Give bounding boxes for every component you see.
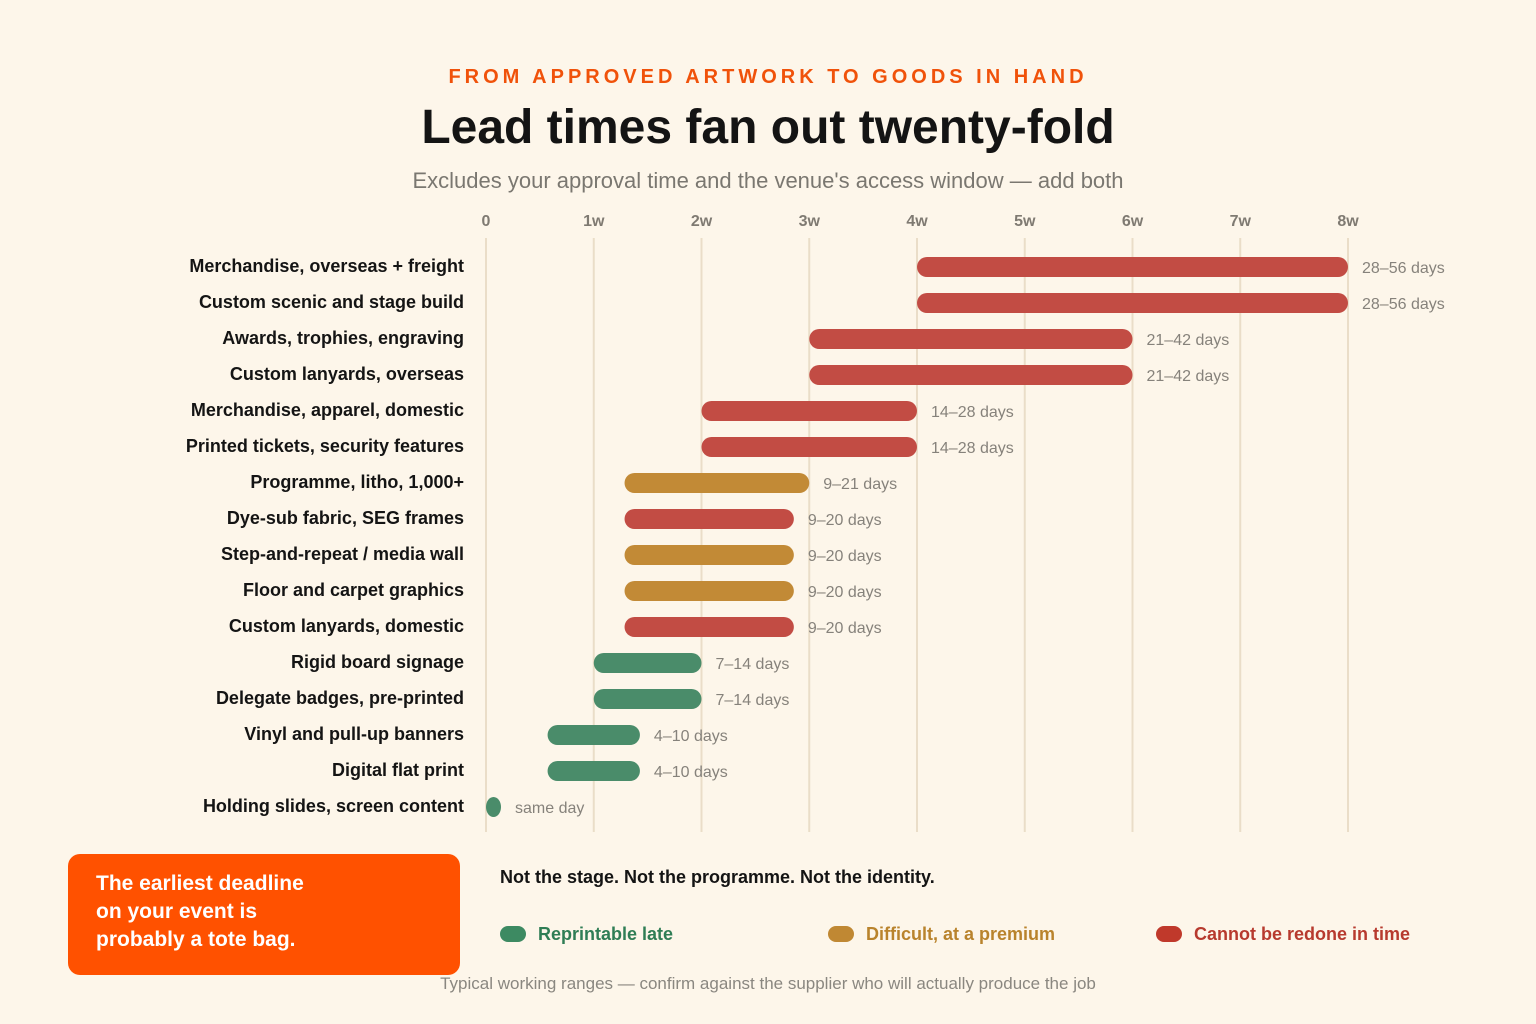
bar <box>486 797 501 817</box>
footnote: Typical working ranges — confirm against… <box>440 974 1096 993</box>
x-tick-label: 0 <box>482 213 491 230</box>
bar-category-label: Digital flat print <box>332 760 464 780</box>
bar <box>809 365 1133 385</box>
bar-category-label: Printed tickets, security features <box>186 436 464 456</box>
chart-kicker: FROM APPROVED ARTWORK TO GOODS IN HAND <box>448 66 1088 88</box>
callout-line-3: probably a tote bag. <box>96 928 296 951</box>
tagline: Not the stage. Not the programme. Not th… <box>500 867 935 887</box>
bar-category-label: Custom lanyards, overseas <box>230 364 464 384</box>
bar-value-label: 4–10 days <box>654 764 728 781</box>
callout-box: The earliest deadline on your event is p… <box>68 854 460 975</box>
bar <box>547 761 640 781</box>
x-tick-label: 4w <box>906 213 928 230</box>
lead-time-chart: 0 1w 2w 3w 4w 5w 6w 7w 8w Merchandise, overseas +… <box>186 213 1445 832</box>
bar <box>624 545 794 565</box>
bar-value-label: 21–42 days <box>1147 332 1230 349</box>
bar-value-label: 9–20 days <box>808 548 882 565</box>
bar <box>701 401 917 421</box>
x-tick-label: 2w <box>691 213 713 230</box>
x-tick-label: 8w <box>1337 213 1359 230</box>
legend-swatch-premium <box>828 926 854 942</box>
bar-category-label: Holding slides, screen content <box>203 796 464 816</box>
bar-category-label: Programme, litho, 1,000+ <box>250 472 464 492</box>
bar <box>547 725 640 745</box>
legend-label-critical: Cannot be redone in time <box>1194 923 1411 944</box>
legend-label-reprintable: Reprintable late <box>538 923 674 944</box>
bar <box>701 437 917 457</box>
x-tick-label: 5w <box>1014 213 1036 230</box>
bar-category-label: Merchandise, apparel, domestic <box>191 400 464 420</box>
x-tick-label: 7w <box>1230 213 1252 230</box>
x-tick-label: 1w <box>583 213 605 230</box>
chart-subtitle: Excludes your approval time and the venu… <box>412 168 1124 193</box>
chart-title: Lead times fan out twenty-fold <box>421 101 1115 154</box>
x-tick-label: 3w <box>799 213 821 230</box>
bar <box>593 689 702 709</box>
legend-swatch-reprintable <box>500 926 526 942</box>
bar-value-label: 7–14 days <box>716 692 790 709</box>
bar-category-label: Merchandise, overseas + freight <box>189 256 464 276</box>
x-tick-label: 6w <box>1122 213 1144 230</box>
bar-category-label: Step-and-repeat / media wall <box>221 544 464 564</box>
callout-line-2: on your event is <box>96 900 258 923</box>
bar-value-label: 9–20 days <box>808 512 882 529</box>
bar-value-label: 9–21 days <box>823 476 897 493</box>
bar <box>809 329 1133 349</box>
legend-label-premium: Difficult, at a premium <box>866 923 1056 944</box>
bar-category-label: Custom scenic and stage build <box>199 292 464 312</box>
bar-category-label: Rigid board signage <box>291 652 464 672</box>
bar-category-label: Vinyl and pull-up banners <box>244 724 464 744</box>
legend-item-critical: Cannot be redone in time <box>1156 923 1410 945</box>
bar-value-label: 28–56 days <box>1362 296 1445 313</box>
bar-value-label: 4–10 days <box>654 728 728 745</box>
bar-value-label: 14–28 days <box>931 440 1014 457</box>
legend-item-premium: Difficult, at a premium <box>828 923 1055 945</box>
bar-value-label: 21–42 days <box>1147 368 1230 385</box>
bar-value-label: 28–56 days <box>1362 260 1445 277</box>
legend-item-reprintable: Reprintable late <box>500 923 673 945</box>
bar-value-label: 9–20 days <box>808 584 882 601</box>
bar-value-label: same day <box>515 800 584 817</box>
bar-value-label: 14–28 days <box>931 404 1014 421</box>
bar <box>624 617 794 637</box>
bar-value-label: 7–14 days <box>716 656 790 673</box>
bar-value-label: 9–20 days <box>808 620 882 637</box>
bar <box>917 257 1348 277</box>
bar <box>624 581 794 601</box>
bar <box>624 473 810 493</box>
bar <box>624 509 794 529</box>
bar <box>917 293 1348 313</box>
callout-line-1: The earliest deadline <box>96 872 304 895</box>
bar-category-label: Awards, trophies, engraving <box>222 328 464 348</box>
legend-swatch-critical <box>1156 926 1182 942</box>
bar-category-label: Delegate badges, pre-printed <box>216 688 464 708</box>
bar <box>593 653 702 673</box>
bar-category-label: Custom lanyards, domestic <box>229 616 464 636</box>
bar-category-label: Dye-sub fabric, SEG frames <box>227 508 464 528</box>
bar-category-label: Floor and carpet graphics <box>243 580 464 600</box>
